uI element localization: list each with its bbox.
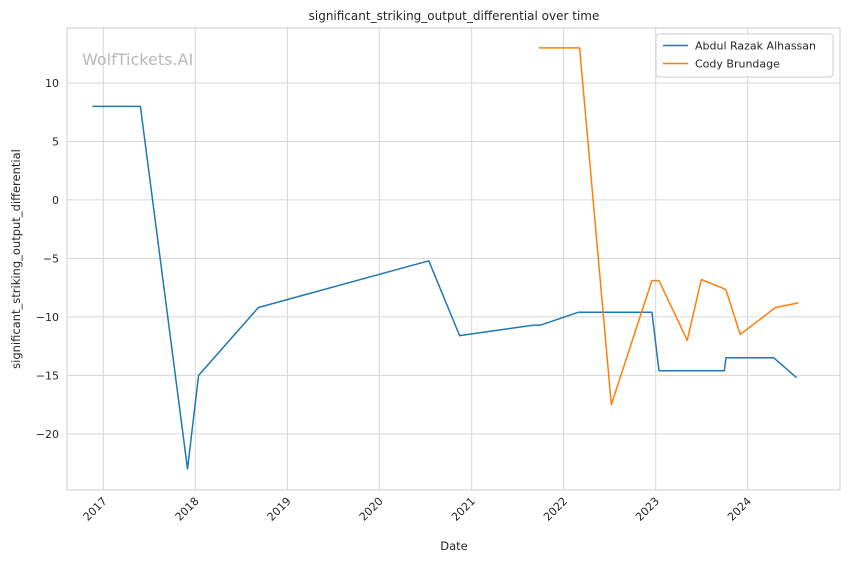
y-tick-label: 5: [52, 135, 59, 148]
y-tick-label: 10: [45, 77, 59, 90]
plot-frame: [66, 27, 841, 491]
grid: [67, 28, 840, 490]
series-lines: [92, 47, 799, 470]
y-tick-label: −15: [36, 369, 59, 382]
x-axis-title: Date: [440, 539, 468, 553]
y-tick-label: 0: [52, 194, 59, 207]
series-line-0: [92, 105, 798, 470]
y-tick-label: −10: [36, 311, 59, 324]
legend-label-series-1: Cody Brundage: [695, 58, 780, 71]
y-axis-title: significant_striking_output_differential: [9, 149, 23, 369]
legend: Abdul Razak Alhassan Cody Brundage: [655, 33, 834, 78]
chart-title: significant_striking_output_differential…: [309, 9, 600, 23]
series-line-1: [539, 47, 799, 406]
y-tick-label: −20: [36, 428, 59, 441]
legend-label-series-0: Abdul Razak Alhassan: [695, 40, 816, 53]
y-tick-label: −5: [43, 252, 59, 265]
watermark: WolfTickets.AI: [82, 50, 193, 69]
legend-box: [655, 33, 834, 78]
